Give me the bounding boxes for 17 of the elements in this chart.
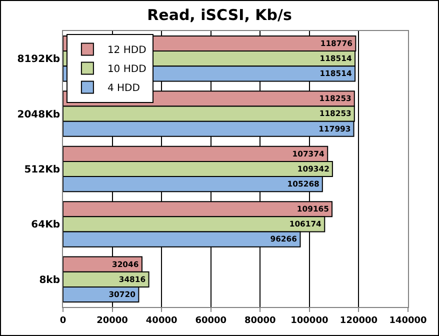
legend-label: 4 HDD xyxy=(107,83,140,94)
x-tick-label: 60000 xyxy=(195,316,227,326)
legend-label: 12 HDD xyxy=(107,45,147,56)
x-tick-label: 140000 xyxy=(389,316,427,326)
legend-label: 10 HDD xyxy=(107,64,147,76)
x-tick-label: 20000 xyxy=(96,316,128,326)
x-tick-label: 40000 xyxy=(146,316,178,326)
y-tick-label: 512Kb xyxy=(24,164,60,176)
x-tick-label: 100000 xyxy=(290,316,328,326)
x-tick-label: 120000 xyxy=(340,316,378,326)
y-tick-label: 2048Kb xyxy=(17,109,60,120)
x-tick-label: 80000 xyxy=(244,316,276,326)
chart-title: Read, iSCSI, Kb/s xyxy=(147,6,292,24)
y-tick-label: 8kb xyxy=(39,274,60,286)
y-tick-label: 64Kb xyxy=(31,220,60,231)
y-tick-label: 8192Kb xyxy=(17,54,60,66)
x-tick-label: 0 xyxy=(60,316,66,326)
